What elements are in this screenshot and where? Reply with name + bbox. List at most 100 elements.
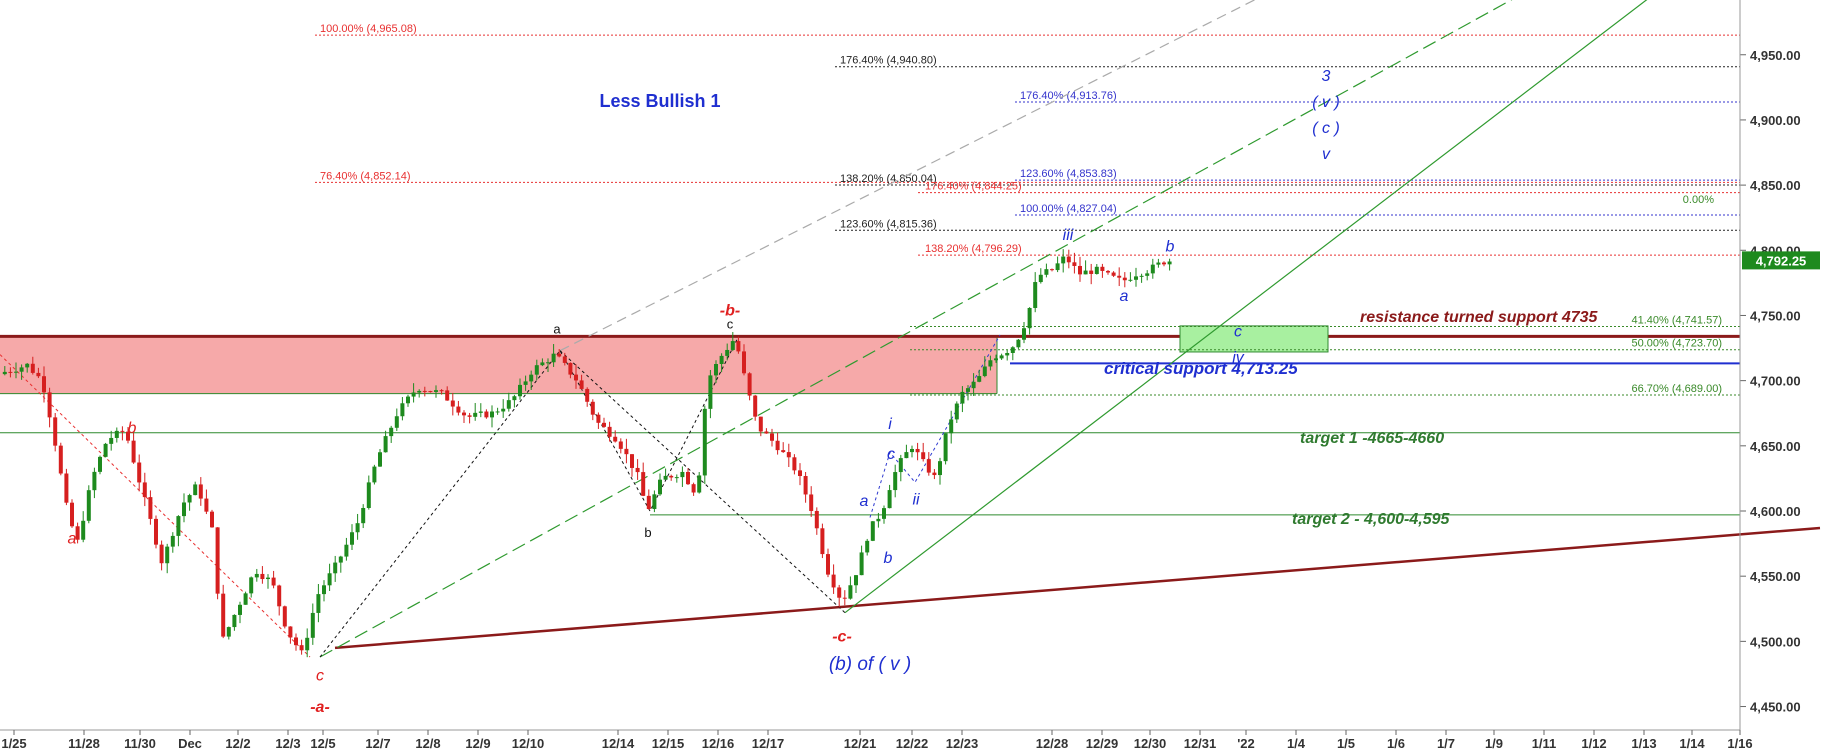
candle-body (1150, 264, 1155, 274)
fib-level-label: 138.20% (4,850.04) (840, 173, 937, 185)
candle-body (1100, 266, 1105, 271)
candle-body (725, 349, 730, 356)
candle-body (1117, 275, 1122, 278)
target2-label: target 2 - 4,600-4,595 (1292, 511, 1451, 528)
wave-label: i (888, 416, 892, 433)
candle-body (1089, 270, 1094, 274)
wave-label: c (727, 317, 734, 332)
x-tick-label: 11/28 (68, 736, 100, 751)
candle-body (394, 416, 399, 428)
candle-body (753, 395, 758, 417)
candle-body (607, 426, 612, 437)
candle-body (70, 502, 74, 527)
wave-label: 3 (1322, 68, 1331, 85)
candle-body (86, 490, 91, 521)
chart-title: Less Bullish 1 (599, 91, 720, 111)
candle-body (210, 511, 214, 528)
x-tick-label: 1/25 (1, 736, 26, 751)
candle-body (938, 461, 942, 476)
candle-body (562, 356, 567, 363)
wave-label: a (553, 322, 561, 337)
candle-body (859, 552, 864, 576)
candle-body (450, 400, 455, 407)
fib-level-label: 0.00% (1683, 194, 1714, 206)
candle-body (1106, 270, 1110, 273)
candle-body (624, 448, 629, 455)
candle-body (1061, 256, 1066, 264)
candle-body (92, 471, 97, 491)
x-tick-label: 12/29 (1086, 736, 1119, 751)
candle-body (915, 448, 920, 453)
candle-body (114, 430, 119, 438)
x-tick-label: 12/3 (275, 736, 300, 751)
candle-body (266, 577, 270, 580)
candle-body (389, 427, 394, 437)
candle-body (350, 532, 354, 545)
candle-body (747, 373, 752, 396)
candle-body (803, 476, 808, 495)
x-tick-label: 1/13 (1631, 736, 1656, 751)
candle-body (42, 376, 46, 393)
candle-body (1044, 269, 1049, 275)
target1-label: target 1 -4665-4660 (1300, 430, 1444, 447)
candle-body (770, 433, 774, 441)
candle-body (697, 475, 702, 493)
candle-body (775, 440, 780, 451)
candle-body (602, 422, 606, 427)
candle-body (708, 375, 713, 409)
candle-body (1033, 282, 1038, 308)
x-tick-label: 1/14 (1679, 736, 1705, 751)
candle-body (546, 362, 550, 364)
x-tick-label: 1/7 (1437, 736, 1455, 751)
candle-body (1022, 328, 1026, 340)
candle-body (1050, 269, 1054, 271)
candle-body (249, 577, 254, 594)
x-tick-label: 12/21 (844, 736, 877, 751)
green-dashed-channel (319, 0, 1513, 658)
candle-body (299, 645, 304, 651)
candle-body (366, 482, 371, 508)
candle-body (714, 364, 718, 376)
candle-body (590, 401, 595, 415)
candle-body (971, 381, 976, 389)
y-tick-label: 4,500.00 (1750, 634, 1801, 649)
candle-body (736, 341, 741, 352)
wave-label: b (1166, 239, 1175, 256)
x-tick-label: 12/14 (602, 736, 635, 751)
candle-body (523, 381, 528, 385)
candle-body (25, 363, 30, 368)
candle-body (467, 415, 472, 417)
x-tick-label: 11/30 (124, 736, 156, 751)
candle-body (557, 353, 562, 357)
candle-body (1027, 307, 1032, 329)
wave-label: v (1322, 146, 1331, 163)
candle-body (1038, 274, 1043, 283)
black-wave-line-2 (559, 350, 846, 614)
candle-body (378, 452, 382, 467)
candle-body (30, 363, 35, 373)
candle-body (982, 366, 987, 377)
candle-body (534, 365, 539, 375)
candle-body (870, 521, 875, 541)
wave-label: b (884, 550, 893, 567)
candle-body (568, 362, 573, 375)
wave-label: (b) of ( v ) (829, 654, 911, 675)
x-tick-label: 12/23 (946, 736, 979, 751)
y-tick-label: 4,450.00 (1750, 700, 1801, 715)
candle-body (932, 472, 937, 476)
fib-level-label: 50.00% (4,723.70) (1631, 338, 1722, 350)
candle-body (434, 390, 438, 392)
candle-body (8, 371, 13, 373)
candle-body (663, 475, 668, 480)
candle-body (154, 518, 158, 545)
candle-body (456, 406, 461, 413)
candle-body (355, 523, 360, 533)
x-tick-label: Dec (178, 736, 202, 751)
candle-body (764, 431, 769, 434)
candle-body (641, 472, 646, 496)
candle-body (960, 391, 965, 404)
wave-label: -c- (832, 628, 852, 645)
x-tick-label: 12/7 (365, 736, 390, 751)
